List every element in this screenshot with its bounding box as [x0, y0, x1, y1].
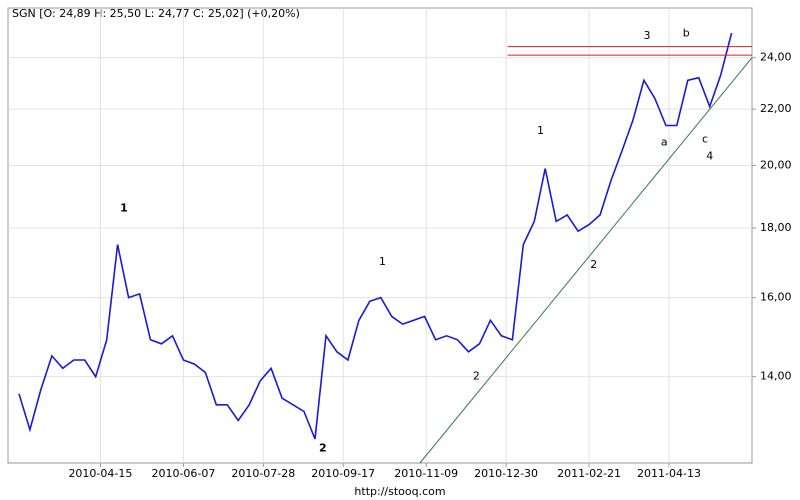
trend-line [419, 57, 753, 464]
price-line [18, 32, 733, 440]
x-tick-label: 2010-07-28 [231, 467, 295, 480]
wave-label: b [683, 26, 690, 39]
wave-label: 1 [120, 202, 128, 215]
y-tick-label: 20,00 [760, 159, 792, 172]
y-tick-label: 24,00 [760, 51, 792, 64]
plot-frame [7, 7, 753, 464]
y-tick-label: 22,00 [760, 102, 792, 115]
y-tick-label: 16,00 [760, 291, 792, 304]
x-tick-label: 2010-06-07 [151, 467, 215, 480]
chart-title: SGN [O: 24,89 H: 25,50 L: 24,77 C: 25,02… [12, 7, 300, 20]
wave-label: a [661, 135, 668, 148]
wave-label: 4 [706, 150, 713, 163]
wave-label: 3 [644, 29, 651, 42]
x-tick-label: 2011-02-21 [557, 467, 621, 480]
wave-label: 2 [590, 258, 597, 271]
x-tick-label: 2010-04-15 [68, 467, 132, 480]
y-tick-label: 14,00 [760, 370, 792, 383]
y-tick-label: 18,00 [760, 221, 792, 234]
x-tick-label: 2010-11-09 [394, 467, 458, 480]
wave-label: 1 [537, 124, 544, 137]
footer: http://stooq.com [354, 485, 445, 498]
x-tick-label: 2011-04-13 [637, 467, 701, 480]
wave-label: c [702, 133, 708, 146]
wave-label: 1 [379, 255, 386, 268]
x-tick-label: 2010-09-17 [311, 467, 375, 480]
wave-label: 2 [473, 370, 480, 383]
x-tick-label: 2010-12-30 [474, 467, 538, 480]
wave-label: 2 [319, 442, 327, 455]
